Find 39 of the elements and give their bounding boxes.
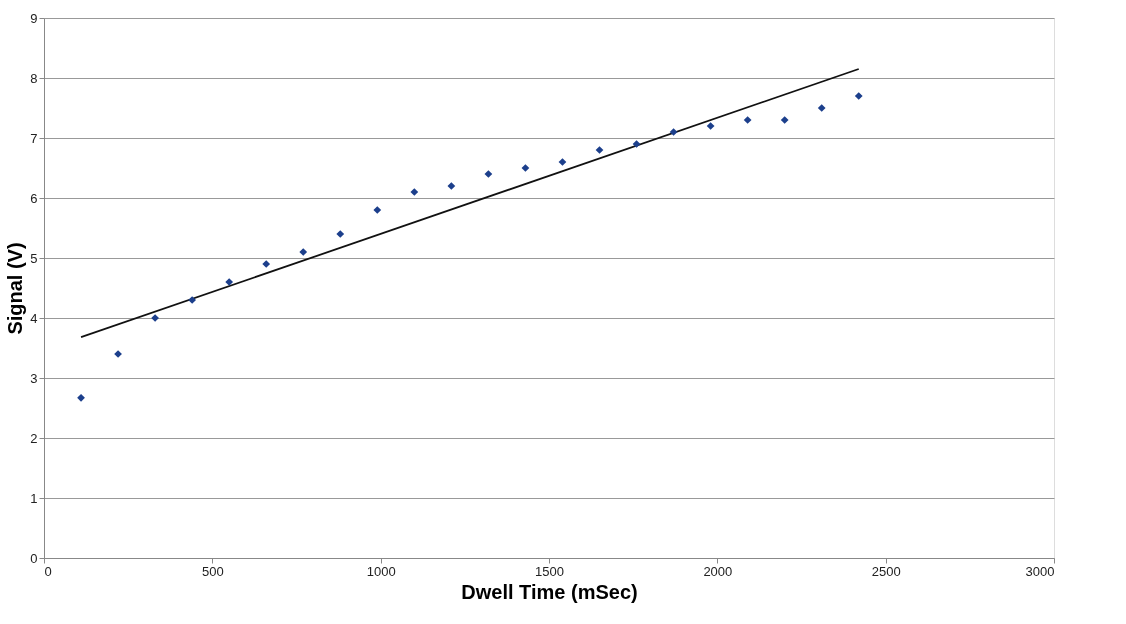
x-tick-label: 1500	[535, 563, 564, 579]
point	[632, 140, 641, 148]
y-tick-label: 8	[30, 70, 38, 86]
point	[336, 230, 345, 238]
point	[706, 122, 715, 130]
x-tick-label: 500	[201, 563, 224, 579]
x-axis-title: Dwell Time (mSec)	[461, 580, 638, 603]
x-tick-label: 3000	[1025, 563, 1055, 579]
y-tick-label: 5	[30, 250, 38, 266]
point	[669, 128, 678, 136]
y-tick-label: 2	[30, 430, 38, 446]
point	[595, 146, 604, 154]
y-tick-label: 0	[30, 550, 38, 566]
point	[262, 260, 271, 268]
point	[484, 170, 493, 178]
y-tick-label: 3	[30, 370, 38, 386]
y-tick-label: 1	[30, 490, 38, 506]
x-tick-label: 1000	[366, 563, 396, 579]
point	[521, 164, 530, 172]
y-tick-label: 9	[30, 10, 38, 26]
point	[743, 116, 752, 124]
x-tick-label: 2000	[703, 563, 733, 579]
y-tick-label: 7	[30, 130, 38, 146]
point	[780, 116, 789, 124]
y-axis-title: Signal (V)	[4, 242, 27, 335]
x-tick-label: 2500	[871, 563, 901, 579]
point	[77, 393, 85, 402]
point	[188, 296, 197, 304]
point	[854, 92, 863, 100]
point	[817, 104, 826, 112]
y-tick-label: 6	[30, 190, 38, 206]
y-tick-label: 4	[30, 310, 38, 326]
point	[558, 158, 567, 166]
point	[225, 278, 234, 286]
point	[373, 206, 382, 214]
point	[410, 188, 419, 196]
point	[299, 248, 308, 256]
point	[447, 182, 456, 190]
x-tick-label: 0	[44, 563, 52, 579]
